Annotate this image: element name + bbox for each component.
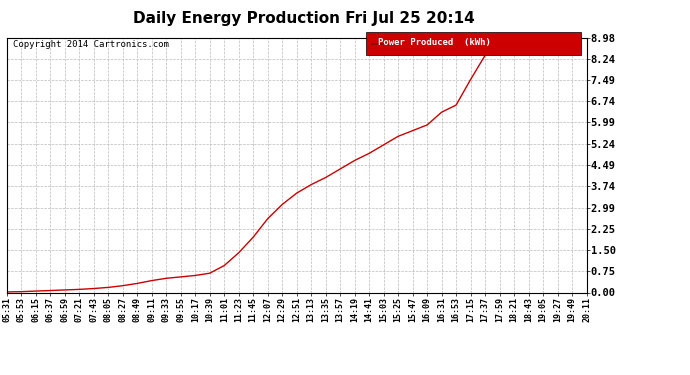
Text: Copyright 2014 Cartronics.com: Copyright 2014 Cartronics.com <box>12 40 168 49</box>
FancyBboxPatch shape <box>366 32 581 56</box>
Text: Power Produced  (kWh): Power Produced (kWh) <box>378 38 491 47</box>
Text: Daily Energy Production Fri Jul 25 20:14: Daily Energy Production Fri Jul 25 20:14 <box>132 11 475 26</box>
